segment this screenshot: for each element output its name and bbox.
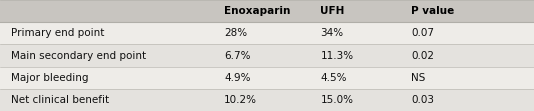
Text: Primary end point: Primary end point: [11, 28, 104, 38]
Text: 28%: 28%: [224, 28, 247, 38]
Bar: [0, 89, 534, 111]
Text: 10.2%: 10.2%: [224, 95, 257, 105]
Text: 0.07: 0.07: [411, 28, 434, 38]
Bar: [0, 22, 534, 44]
Text: 6.7%: 6.7%: [224, 51, 251, 60]
Text: 34%: 34%: [320, 28, 343, 38]
Text: 4.5%: 4.5%: [320, 73, 347, 83]
Text: 15.0%: 15.0%: [320, 95, 354, 105]
Text: Main secondary end point: Main secondary end point: [11, 51, 146, 60]
Text: P value: P value: [411, 6, 454, 16]
Text: Major bleeding: Major bleeding: [11, 73, 88, 83]
Text: 4.9%: 4.9%: [224, 73, 251, 83]
Text: 11.3%: 11.3%: [320, 51, 354, 60]
Text: 0.02: 0.02: [411, 51, 434, 60]
Text: Net clinical benefit: Net clinical benefit: [11, 95, 109, 105]
Text: 0.03: 0.03: [411, 95, 434, 105]
Bar: [0, 0, 534, 22]
Bar: [0, 44, 534, 67]
Text: NS: NS: [411, 73, 426, 83]
Bar: [0, 67, 534, 89]
Text: Enoxaparin: Enoxaparin: [224, 6, 290, 16]
Text: UFH: UFH: [320, 6, 345, 16]
